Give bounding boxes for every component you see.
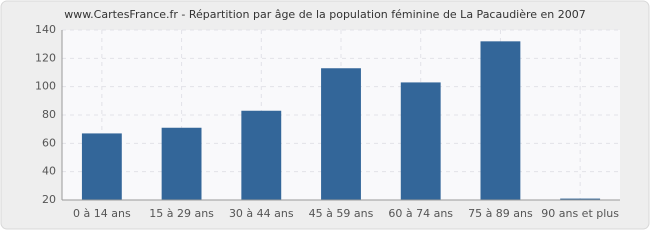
x-tick-label: 0 à 14 ans xyxy=(73,207,131,220)
bar xyxy=(480,41,521,201)
y-tick-label: 80 xyxy=(42,108,56,121)
chart-title: www.CartesFrance.fr - Répartition par âg… xyxy=(64,8,586,21)
y-tick-label: 120 xyxy=(35,51,56,64)
bar xyxy=(321,68,361,200)
bar xyxy=(241,110,282,200)
y-tick-label: 140 xyxy=(35,23,56,36)
chart: www.CartesFrance.fr - Répartition par âg… xyxy=(0,0,650,230)
x-tick-label: 30 à 44 ans xyxy=(229,207,294,220)
y-tick-label: 100 xyxy=(35,80,56,93)
x-tick-label: 15 à 29 ans xyxy=(149,207,214,220)
bar xyxy=(81,133,122,200)
x-tick-label: 45 à 59 ans xyxy=(309,207,374,220)
x-tick-label: 75 à 89 ans xyxy=(468,207,533,220)
y-tick-label: 40 xyxy=(42,165,56,178)
y-tick-label: 60 xyxy=(42,136,56,149)
x-tick-label: 90 ans et plus xyxy=(541,207,619,220)
bar xyxy=(400,82,441,200)
bar xyxy=(560,198,601,200)
x-tick-label: 60 à 74 ans xyxy=(388,207,453,220)
bar xyxy=(161,127,202,200)
y-tick-label: 20 xyxy=(42,193,56,206)
